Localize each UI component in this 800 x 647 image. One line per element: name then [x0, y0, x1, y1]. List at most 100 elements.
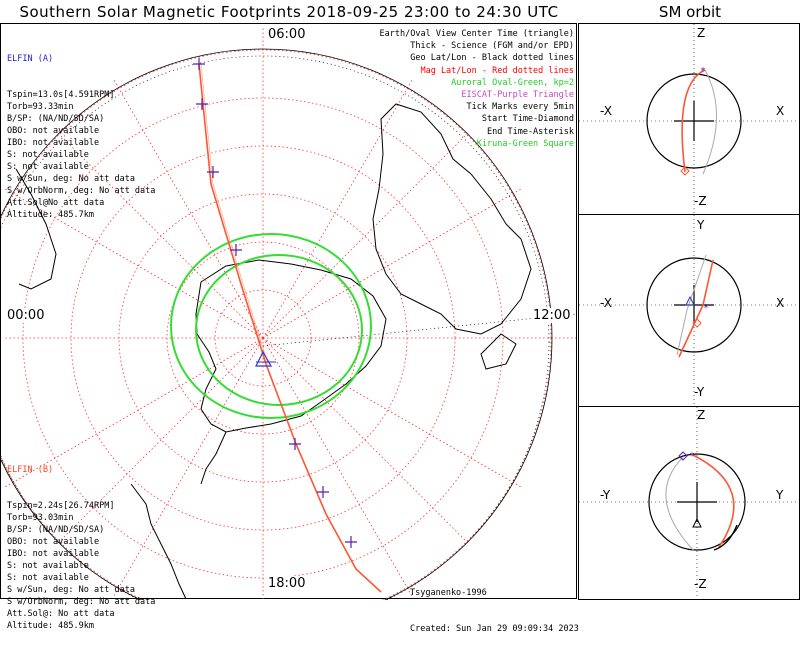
orbit-plot-xz: *: [579, 24, 800, 216]
info-line: OBO: not available: [7, 537, 100, 547]
orbit-panel-xz: *: [578, 23, 800, 216]
mag-lat-grid: [1, 28, 576, 600]
info-line: S w/Sun, deg: No att data: [7, 174, 135, 184]
xz-top: Z: [697, 26, 706, 40]
auroral-oval-outer: [170, 233, 372, 419]
yz-top: Z: [697, 408, 706, 422]
orbit-gray: [665, 456, 695, 552]
legend-entry: Geo Lat/Lon - Black dotted lines: [410, 53, 574, 64]
info-line: S: not available: [7, 150, 89, 160]
coast-new-zealand: [480, 333, 517, 370]
view-center-triangle: [255, 350, 273, 367]
view-boundary: [1, 48, 553, 600]
credits: Tsyganenko-1996 Created: Sun Jan 29 09:0…: [410, 563, 579, 647]
info-line: Tspin=13.0s[4.591RPM]: [7, 90, 115, 100]
start-diamond: [680, 166, 690, 176]
end-asterisk: *: [689, 451, 695, 462]
geo-circle: [1, 55, 550, 600]
earth-circle: [648, 453, 746, 551]
tick-mark: [196, 98, 208, 110]
auroral-ovals: [170, 233, 372, 419]
info-line: OBO: not available: [7, 126, 100, 136]
sm-orbit-title: SM orbit: [658, 3, 722, 21]
coastlines: [15, 103, 532, 600]
tick-mark: [317, 486, 329, 498]
elfin-track-thin: [200, 63, 269, 365]
end-asterisk: *: [703, 303, 709, 314]
xz-left: -X: [600, 104, 612, 118]
orbit-gray: [702, 69, 717, 175]
mag-meridians: [4, 28, 576, 599]
view-triangle: [685, 295, 695, 306]
info-line: IBO: not available: [7, 138, 100, 148]
xy-right: X: [776, 296, 785, 310]
tick-mark: [193, 58, 205, 70]
info-line: Att.Sol@No att data: [7, 198, 105, 208]
tick-mark: [207, 166, 219, 178]
info-line: B/SP: (NA/ND/SD/SA): [7, 525, 105, 535]
footprint-map: 06:00 00:00 12:00 18:00: [0, 23, 577, 600]
orbit-plot-yz: *: [579, 407, 800, 601]
geo-lat-grid: [1, 55, 577, 600]
mlt-label-top: 06:00: [266, 27, 308, 42]
start-diamond: [692, 318, 702, 328]
elfin-b-info: ELFIN (B) Tspin=2.24s[26.74RPM] Torb=93.0…: [7, 440, 155, 644]
credit-created: Created: Sun Jan 29 09:09:34 2023: [410, 624, 579, 634]
legend-entry: Thick - Science (FGM and/or EPD): [410, 41, 574, 52]
legend-entry: Kiruna-Green Square: [476, 138, 574, 149]
coast-africa: [15, 168, 57, 290]
xy-bottom: -Y: [694, 385, 705, 399]
orbit-gray: [676, 254, 707, 356]
orbit-dark: [713, 524, 738, 551]
coast-antarctica: [195, 259, 387, 433]
info-line: Att.Sol@: No att data: [7, 609, 115, 619]
legend-entry: Start Time-Diamond: [481, 114, 574, 125]
yz-bottom: -Z: [694, 577, 707, 591]
info-line: S w/Sun, deg: No att data: [7, 585, 135, 595]
mlt-label-bottom: 18:00: [266, 576, 308, 591]
view-triangle: [692, 517, 702, 528]
legend: Earth/Oval View Center Time (triangle) Th…: [380, 28, 574, 150]
legend-entry: Auroral Oval-Green, kp=2: [451, 77, 574, 88]
elfin-track: [198, 63, 382, 593]
credit-author: Tsyganenko-1996: [410, 588, 487, 598]
info-line: Altitude: 485.7km: [7, 210, 94, 220]
info-line: Altitude: 485.9km: [7, 621, 94, 631]
orbit-red: [678, 259, 714, 358]
legend-entry: EISCAT-Purple Triangle: [461, 90, 574, 101]
geo-meridian: [262, 313, 577, 347]
coast-australia: [372, 103, 532, 335]
xz-bottom: -Z: [694, 194, 707, 208]
orbit-panel-yz: *: [578, 406, 800, 601]
end-asterisk: *: [700, 66, 706, 77]
elfin-b-name: ELFIN (B): [7, 465, 54, 475]
orbit-panel-xy: *: [578, 214, 800, 408]
orbit-plot-xy: *: [579, 215, 800, 408]
orbit-red: [681, 69, 706, 173]
info-line: S: not available: [7, 162, 89, 172]
info-line: Torb=93.03min: [7, 513, 74, 523]
elfin-b-lines: Tspin=2.24s[26.74RPM] Torb=93.03min B/SP: …: [7, 500, 155, 632]
xy-top: Y: [697, 218, 705, 232]
legend-entry: Mag Lat/Lon - Red dotted lines: [420, 65, 574, 76]
legend-entry: Tick Marks every 5min: [466, 102, 574, 113]
info-line: S: not available: [7, 561, 89, 571]
tick-mark: [345, 536, 357, 548]
elfin-a-lines: Tspin=13.0s[4.591RPM] Torb=93.33min B/SP: …: [7, 89, 155, 221]
info-line: B/SP: (NA/ND/SD/SA): [7, 114, 105, 124]
info-line: Tspin=2.24s[26.74RPM]: [7, 501, 115, 511]
info-line: S: not available: [7, 573, 89, 583]
info-line: S w/OrbNorm, deg: No att data: [7, 186, 156, 196]
coast-south-america: [130, 483, 187, 600]
info-line: S w/OrbNorm, deg: No att data: [7, 597, 156, 607]
track-ticks: [193, 58, 357, 548]
mlt-label-left: 00:00: [5, 308, 47, 323]
tick-mark: [289, 438, 301, 450]
tick-mark: [230, 244, 242, 256]
start-diamond: [678, 451, 688, 461]
info-line: Torb=93.33min: [7, 102, 74, 112]
yz-right: Y: [776, 488, 784, 502]
elfin-a-info: ELFIN (A) Tspin=13.0s[4.591RPM] Torb=93.3…: [7, 29, 155, 233]
chart-title: Southern Solar Magnetic Footprints 2018-…: [19, 3, 559, 21]
yz-left: -Y: [600, 488, 611, 502]
